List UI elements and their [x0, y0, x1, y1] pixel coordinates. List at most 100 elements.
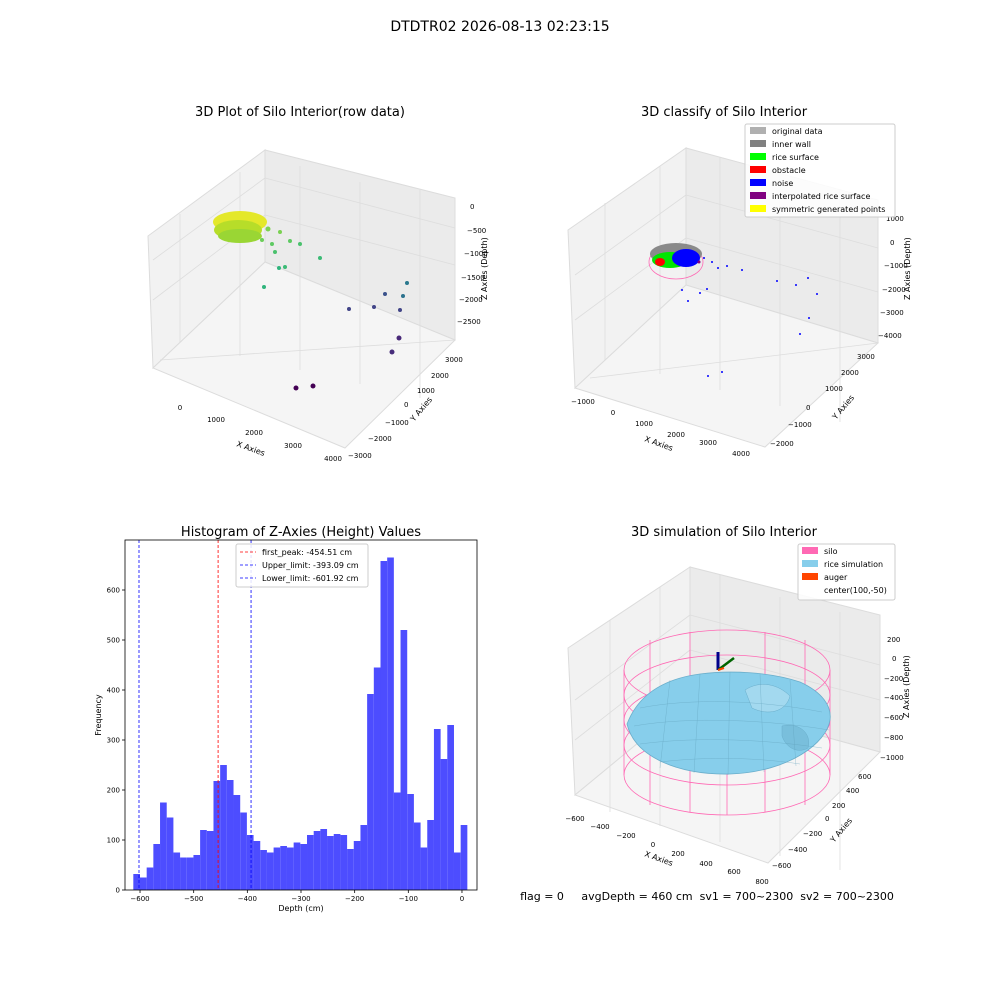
classify-3d-noise-cluster [672, 249, 700, 267]
histogram-bar [246, 835, 254, 890]
classify-3d-title: 3D classify of Silo Interior [641, 105, 808, 120]
raw-3d-point [270, 242, 274, 246]
histogram-plot-area [125, 540, 477, 890]
raw-3d-point [372, 305, 376, 309]
classify-3d-point [681, 289, 683, 291]
classify-3d-xtick: 2000 [667, 431, 685, 439]
raw-3d-point [293, 385, 299, 391]
histogram-xtick-label: −300 [291, 895, 310, 903]
raw-3d-point [277, 266, 281, 270]
histogram-xtick-label: −100 [399, 895, 418, 903]
classify-3d-point [707, 375, 709, 377]
histogram-bar [166, 817, 174, 890]
histogram-bar [186, 857, 194, 890]
histogram-yticks: 0 100 200 300 400 500 600 [107, 587, 125, 895]
classify-3d-ytick: 0 [806, 404, 810, 412]
simulation-3d-legend-items: silo rice simulation auger center(100,-50) [802, 547, 887, 595]
raw-3d-gridlines [152, 166, 456, 398]
legend-swatch [750, 140, 766, 147]
raw-3d-panes [147, 149, 456, 449]
classify-3d-point [795, 284, 797, 286]
raw-3d-ztick: 0 [470, 203, 474, 211]
raw-3d-ztick: −1500 [461, 274, 485, 282]
raw-3d-ytick: −1000 [385, 419, 409, 427]
raw-3d-title: 3D Plot of Silo Interior(row data) [195, 105, 405, 120]
classify-3d-ztick: −3000 [880, 309, 904, 317]
classify-3d-xtick: 4000 [732, 450, 750, 458]
classify-3d-point [717, 267, 719, 269]
histogram-bar [153, 844, 161, 890]
histogram-bar [206, 831, 214, 890]
simulation-3d-title: 3D simulation of Silo Interior [631, 525, 818, 540]
simulation-3d-surface-mesh [633, 671, 830, 776]
simulation-3d-ztick: −400 [884, 694, 903, 702]
raw-3d-point [273, 250, 277, 254]
histogram-xtick-label: −400 [238, 895, 257, 903]
legend-label: center(100,-50) [824, 586, 887, 595]
simulation-3d-auger-arm [717, 657, 735, 671]
classify-3d-point [799, 333, 801, 335]
histogram-bar [380, 561, 388, 890]
legend-label: noise [772, 179, 793, 188]
histogram-bar [320, 829, 328, 890]
simulation-3d-rice-mound [744, 684, 791, 713]
raw-3d-ytick: 1000 [417, 387, 435, 395]
histogram-bar [347, 849, 354, 890]
histogram-bar [373, 667, 381, 890]
histogram-bar [233, 795, 241, 890]
classify-3d-zlabel: Z Axies (Depth) [903, 237, 912, 300]
simulation-3d-xtick: −400 [590, 823, 609, 831]
simulation-3d-xtick: −600 [565, 815, 584, 823]
simulation-3d-zlabel: Z Axies (Depth) [902, 655, 911, 718]
classify-3d-obstacle-cluster [655, 258, 665, 266]
histogram-bar [266, 852, 274, 890]
legend-label: inner wall [772, 140, 811, 149]
simulation-3d-auger [716, 652, 735, 671]
raw-3d-xlabel: X Axies [235, 439, 266, 458]
classify-3d-ztick: −2000 [882, 286, 906, 294]
simulation-3d-xtick: 400 [699, 860, 712, 868]
simulation-3d-ylabel: Y Axies [828, 816, 854, 845]
legend-label: interpolated rice surface [772, 192, 870, 201]
simulation-3d-ztick: −600 [884, 714, 903, 722]
histogram-bar [226, 780, 234, 890]
legend-swatch [750, 205, 766, 212]
histogram-bar [447, 725, 454, 890]
histogram-ytick-label: 0 [116, 887, 120, 895]
histogram-ytick-label: 600 [107, 587, 120, 595]
histogram-ytick-label: 100 [107, 837, 120, 845]
histogram-legend-items: first_peak: -454.51 cm Upper_limit: -393.… [240, 548, 359, 583]
legend-swatch [750, 192, 766, 199]
simulation-3d-rice-dip [781, 724, 810, 751]
figure-title: DTDTR02 2026-08-13 02:23:15 [390, 19, 609, 35]
simulation-3d-ytick: 600 [858, 773, 871, 781]
classify-3d-point [776, 280, 778, 282]
histogram-legend-box [235, 543, 369, 588]
raw-3d-point [278, 230, 282, 234]
legend-swatch [802, 573, 818, 580]
classify-3d-point [703, 257, 705, 259]
simulation-3d-xtick: 0 [651, 841, 655, 849]
legend-label: silo [824, 547, 838, 556]
simulation-3d-ztick: −800 [884, 734, 903, 742]
simulation-3d-xtick: −200 [616, 832, 635, 840]
raw-3d-xtick: 0 [178, 404, 182, 412]
raw-3d-point [347, 307, 351, 311]
histogram-bar [313, 831, 321, 890]
simulation-3d-ytick: 0 [825, 815, 829, 823]
histogram-xtick-label: 0 [460, 895, 464, 903]
legend-label: symmetric generated points [772, 205, 885, 214]
raw-3d-point [396, 335, 402, 341]
raw-3d-xtick: 4000 [324, 455, 342, 463]
legend-label: obstacle [772, 166, 806, 175]
histogram-bar [300, 844, 308, 890]
histogram-ytick-label: 500 [107, 637, 120, 645]
classify-3d-ytick: 2000 [841, 369, 859, 377]
histogram-bar [413, 822, 421, 890]
raw-3d-point [389, 349, 395, 355]
histogram-ytick-label: 200 [107, 787, 120, 795]
panel-classify-3d: 3D classify of Silo Interior [567, 105, 912, 458]
classify-3d-ytick: 3000 [857, 353, 875, 361]
panel-raw-3d: 3D Plot of Silo Interior(row data) [147, 105, 489, 463]
classify-3d-point [706, 288, 708, 290]
